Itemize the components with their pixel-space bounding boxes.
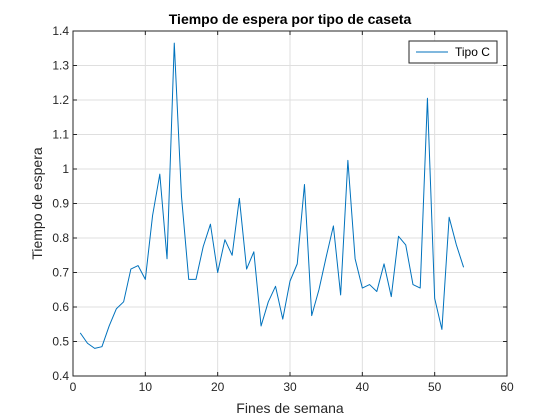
x-tick-label: 20 — [211, 380, 225, 394]
x-tick-label: 60 — [500, 380, 514, 394]
x-tick-label: 0 — [70, 380, 77, 394]
y-tick-label: 0.5 — [52, 335, 69, 349]
legend-label: Tipo C — [455, 45, 490, 59]
series-line — [79, 42, 465, 349]
y-tick-label: 0.7 — [52, 266, 69, 280]
y-axis-title: Tiempo de espera — [29, 147, 45, 260]
legend: Tipo C — [408, 40, 498, 64]
y-tick-label: 0.8 — [52, 231, 69, 245]
y-tick-label: 1.4 — [52, 24, 69, 38]
y-tick-label: 1.2 — [52, 93, 69, 107]
legend-box — [408, 40, 498, 64]
x-tick-label: 30 — [283, 380, 297, 394]
x-tick-label: 50 — [428, 380, 442, 394]
x-tick-label: 10 — [139, 380, 153, 394]
x-axis-title: Fines de semana — [236, 400, 344, 416]
y-tick-label: 1 — [62, 162, 69, 176]
y-tick-label: 1.1 — [52, 128, 69, 142]
y-tick-label: 0.4 — [52, 369, 69, 383]
x-tick-label: 40 — [356, 380, 370, 394]
y-tick-label: 1.3 — [52, 59, 69, 73]
y-tick-label: 0.9 — [52, 197, 69, 211]
y-tick-label: 0.6 — [52, 300, 69, 314]
chart-title: Tiempo de espera por tipo de caseta — [169, 11, 412, 27]
